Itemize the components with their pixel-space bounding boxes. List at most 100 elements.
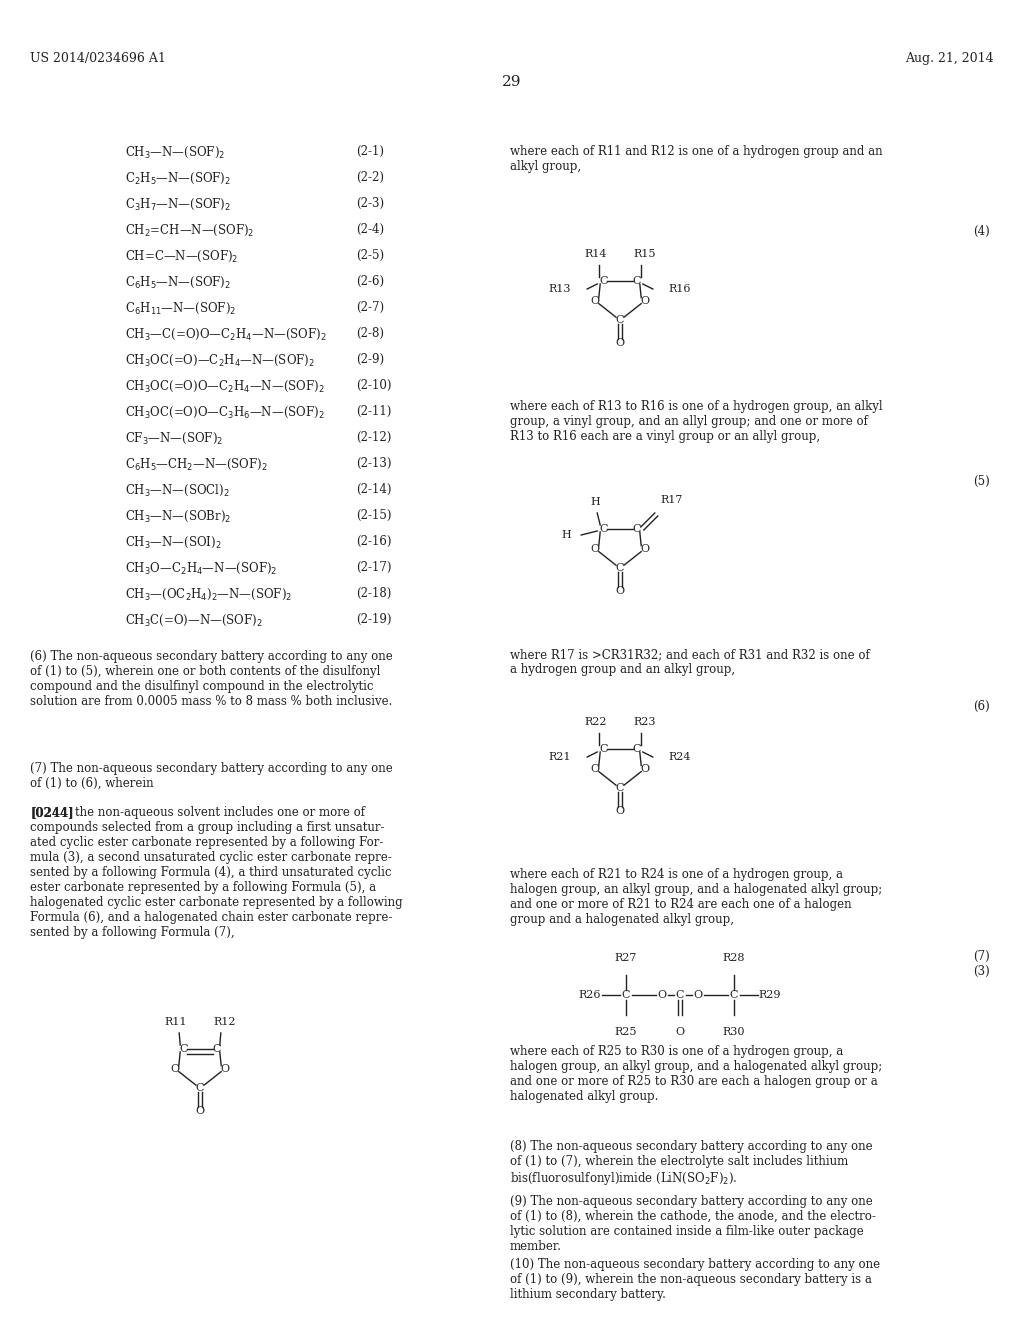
Text: O: O [657,990,667,1001]
Text: (2-17): (2-17) [356,561,391,574]
Text: R30: R30 [723,1027,745,1038]
Text: (2-15): (2-15) [356,510,391,521]
Text: (4): (4) [973,224,990,238]
Text: [0244]: [0244] [30,807,74,818]
Text: O: O [615,586,625,595]
Text: R14: R14 [584,249,606,259]
Text: R16: R16 [669,284,691,294]
Text: O: O [641,296,650,306]
Text: CH=C—N—(SOF)$_2$: CH=C—N—(SOF)$_2$ [125,249,239,264]
Text: CH$_3$—C(=O)O—C$_2$H$_4$—N—(SOF)$_2$: CH$_3$—C(=O)O—C$_2$H$_4$—N—(SOF)$_2$ [125,327,327,342]
Text: R26: R26 [579,990,601,1001]
Text: CH$_3$OC(=O)O—C$_3$H$_6$—N—(SOF)$_2$: CH$_3$OC(=O)O—C$_3$H$_6$—N—(SOF)$_2$ [125,405,325,420]
Text: (2-3): (2-3) [356,197,384,210]
Text: CH$_3$—N—(SOF)$_2$: CH$_3$—N—(SOF)$_2$ [125,145,225,160]
Text: [0244]   the non-aqueous solvent includes one or more of
compounds selected from: [0244] the non-aqueous solvent includes … [30,807,402,939]
Text: (2-14): (2-14) [356,483,391,496]
Text: (7): (7) [973,950,990,964]
Text: where R17 is >CR31R32; and each of R31 and R32 is one of
a hydrogen group and an: where R17 is >CR31R32; and each of R31 a… [510,648,869,676]
Text: O: O [641,544,650,553]
Text: O: O [590,544,599,553]
Text: CH$_3$OC(=O)—C$_2$H$_4$—N—(SOF)$_2$: CH$_3$OC(=O)—C$_2$H$_4$—N—(SOF)$_2$ [125,352,315,368]
Text: (2-9): (2-9) [356,352,384,366]
Text: (2-18): (2-18) [356,587,391,601]
Text: C: C [622,990,630,1001]
Text: [0244]: [0244] [30,807,74,818]
Text: (2-10): (2-10) [356,379,391,392]
Text: C$_2$H$_5$—N—(SOF)$_2$: C$_2$H$_5$—N—(SOF)$_2$ [125,172,231,186]
Text: C: C [730,990,738,1001]
Text: R21: R21 [549,752,571,762]
Text: C: C [615,564,625,573]
Text: O: O [676,1027,685,1038]
Text: O: O [220,1064,229,1073]
Text: the non-aqueous solvent includes one or more of
compounds selected from a group : the non-aqueous solvent includes one or … [30,807,402,939]
Text: R25: R25 [614,1027,637,1038]
Text: R24: R24 [669,752,691,762]
Text: CH$_3$—(OC$_2$H$_4$)$_2$—N—(SOF)$_2$: CH$_3$—(OC$_2$H$_4$)$_2$—N—(SOF)$_2$ [125,587,292,602]
Text: (10) The non-aqueous secondary battery according to any one
of (1) to (9), where: (10) The non-aqueous secondary battery a… [510,1258,880,1302]
Text: C: C [213,1044,221,1053]
Text: (7) The non-aqueous secondary battery according to any one
of (1) to (6), wherei: (7) The non-aqueous secondary battery ac… [30,762,393,789]
Text: O: O [615,338,625,347]
Text: O: O [615,805,625,816]
Text: (2-11): (2-11) [356,405,391,418]
Text: R29: R29 [759,990,781,1001]
Text: (5): (5) [973,475,990,488]
Text: (2-12): (2-12) [356,432,391,444]
Text: (2-6): (2-6) [356,275,384,288]
Text: O: O [196,1106,205,1115]
Text: C$_6$H$_{11}$—N—(SOF)$_2$: C$_6$H$_{11}$—N—(SOF)$_2$ [125,301,237,317]
Text: C: C [676,990,684,1001]
Text: CH$_3$—N—(SOBr)$_2$: CH$_3$—N—(SOBr)$_2$ [125,510,231,524]
Text: Aug. 21, 2014: Aug. 21, 2014 [905,51,994,65]
Text: C: C [599,276,607,286]
Text: (2-7): (2-7) [356,301,384,314]
Text: CH$_3$—N—(SOI)$_2$: CH$_3$—N—(SOI)$_2$ [125,535,222,550]
Text: H: H [590,498,600,507]
Text: R13: R13 [549,284,571,294]
Text: R17: R17 [660,495,683,506]
Text: R22: R22 [584,717,606,727]
Text: R23: R23 [634,717,656,727]
Text: CF$_3$—N—(SOF)$_2$: CF$_3$—N—(SOF)$_2$ [125,432,223,446]
Text: C: C [633,276,641,286]
Text: where each of R25 to R30 is one of a hydrogen group, a
halogen group, an alkyl g: where each of R25 to R30 is one of a hyd… [510,1045,883,1104]
Text: US 2014/0234696 A1: US 2014/0234696 A1 [30,51,166,65]
Text: C$_3$H$_7$—N—(SOF)$_2$: C$_3$H$_7$—N—(SOF)$_2$ [125,197,231,213]
Text: R28: R28 [723,953,745,964]
Text: O: O [170,1064,179,1073]
Text: CH$_3$—N—(SOCl)$_2$: CH$_3$—N—(SOCl)$_2$ [125,483,229,498]
Text: C: C [599,524,607,535]
Text: R15: R15 [634,249,656,259]
Text: (2-5): (2-5) [356,249,384,261]
Text: C: C [633,524,641,535]
Text: C$_6$H$_5$—N—(SOF)$_2$: C$_6$H$_5$—N—(SOF)$_2$ [125,275,231,290]
Text: (2-4): (2-4) [356,223,384,236]
Text: (2-2): (2-2) [356,172,384,183]
Text: H: H [561,531,571,540]
Text: (2-8): (2-8) [356,327,384,341]
Text: (6): (6) [973,700,990,713]
Text: (2-19): (2-19) [356,612,391,626]
Text: C: C [599,744,607,754]
Text: C: C [615,783,625,793]
Text: C: C [633,744,641,754]
Text: O: O [693,990,702,1001]
Text: (2-1): (2-1) [356,145,384,158]
Text: 29: 29 [502,75,522,88]
Text: R27: R27 [614,953,637,964]
Text: C: C [179,1044,187,1053]
Text: R12: R12 [214,1016,237,1027]
Text: where each of R13 to R16 is one of a hydrogen group, an alkyl
group, a vinyl gro: where each of R13 to R16 is one of a hyd… [510,400,883,444]
Text: (2-13): (2-13) [356,457,391,470]
Text: CH$_2$=CH—N—(SOF)$_2$: CH$_2$=CH—N—(SOF)$_2$ [125,223,254,238]
Text: R11: R11 [164,1016,186,1027]
Text: (9) The non-aqueous secondary battery according to any one
of (1) to (8), wherei: (9) The non-aqueous secondary battery ac… [510,1195,876,1253]
Text: where each of R11 and R12 is one of a hydrogen group and an
alkyl group,: where each of R11 and R12 is one of a hy… [510,145,883,173]
Text: CH$_3$O—C$_2$H$_4$—N—(SOF)$_2$: CH$_3$O—C$_2$H$_4$—N—(SOF)$_2$ [125,561,278,577]
Text: (8) The non-aqueous secondary battery according to any one
of (1) to (7), wherei: (8) The non-aqueous secondary battery ac… [510,1140,872,1188]
Text: (2-16): (2-16) [356,535,391,548]
Text: O: O [641,763,650,774]
Text: C: C [196,1084,204,1093]
